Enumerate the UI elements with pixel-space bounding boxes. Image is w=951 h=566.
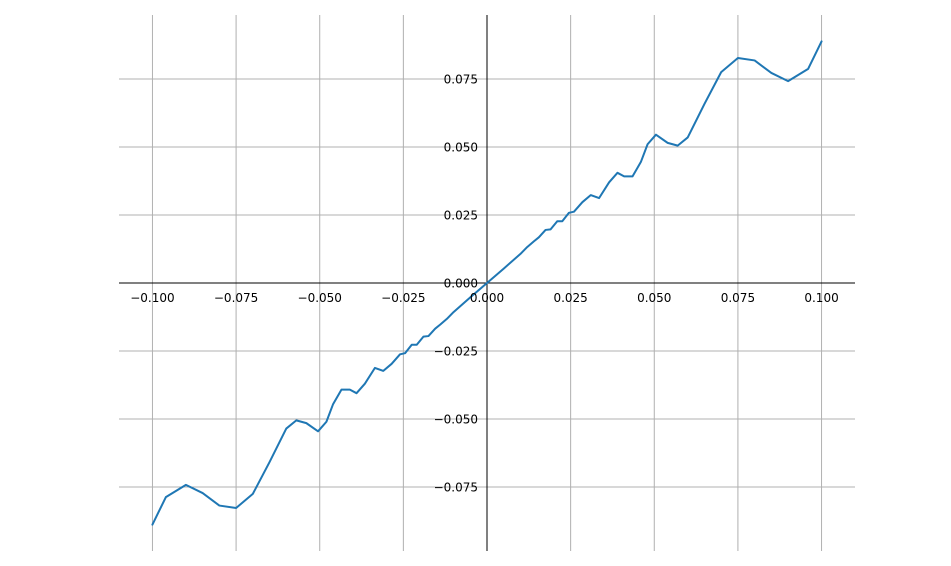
- x-tick-label: 0.025: [553, 291, 587, 305]
- x-tick-label: 0.075: [721, 291, 755, 305]
- y-tick-label: −0.025: [434, 345, 478, 359]
- y-tick-label: 0.075: [444, 72, 478, 86]
- x-tick-label: 0.000: [470, 291, 504, 305]
- y-tick-label: −0.075: [434, 481, 478, 495]
- x-tick-label: −0.075: [214, 291, 258, 305]
- y-tick-label: 0.025: [444, 208, 478, 222]
- series-layer: [151, 40, 823, 526]
- x-tick-label: 0.050: [637, 291, 671, 305]
- series-line: [151, 40, 823, 526]
- x-tick-label: −0.025: [381, 291, 425, 305]
- x-tick-labels: −0.100 −0.075 −0.050 −0.025 0.000 0.025 0.050 0…: [130, 291, 838, 305]
- y-tick-labels: −0.075 −0.050 −0.025 0.000 0.025 0.050 0.075: [434, 72, 478, 494]
- x-tick-label: −0.050: [298, 291, 342, 305]
- y-tick-label: 0.050: [444, 140, 478, 154]
- x-tick-label: 0.100: [804, 291, 838, 305]
- y-tick-label: 0.000: [444, 277, 478, 291]
- x-tick-label: −0.100: [130, 291, 174, 305]
- y-tick-label: −0.050: [434, 413, 478, 427]
